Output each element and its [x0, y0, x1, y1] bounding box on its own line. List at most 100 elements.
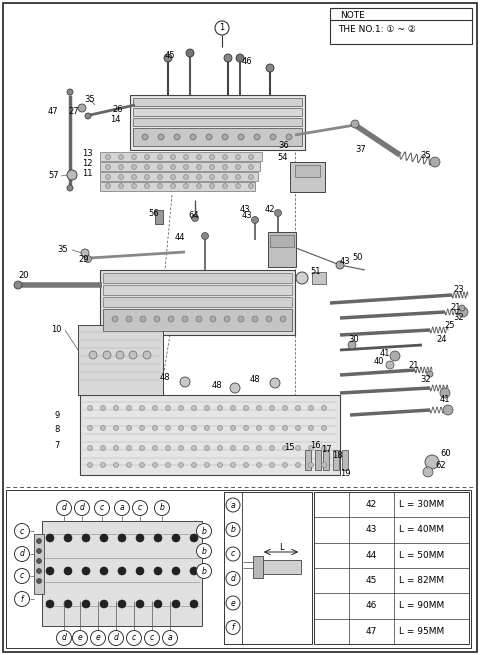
Circle shape	[87, 462, 93, 468]
Circle shape	[266, 64, 274, 72]
Text: c: c	[150, 633, 154, 643]
Circle shape	[153, 405, 157, 411]
Text: 45: 45	[365, 576, 377, 585]
Circle shape	[100, 426, 106, 430]
Circle shape	[238, 134, 244, 140]
Circle shape	[256, 462, 262, 468]
Circle shape	[243, 405, 249, 411]
Circle shape	[179, 445, 183, 451]
Text: 15: 15	[285, 443, 295, 453]
Circle shape	[190, 534, 198, 542]
Text: NOTE: NOTE	[340, 10, 365, 20]
Text: e: e	[78, 633, 83, 643]
Text: b: b	[202, 546, 206, 555]
Circle shape	[443, 405, 453, 415]
Circle shape	[57, 631, 72, 645]
Text: 27: 27	[68, 107, 79, 117]
Circle shape	[269, 462, 275, 468]
Circle shape	[112, 316, 118, 322]
Circle shape	[82, 534, 90, 542]
Circle shape	[196, 183, 202, 189]
Bar	[323, 450, 329, 470]
Circle shape	[106, 174, 110, 179]
Circle shape	[144, 155, 149, 160]
Circle shape	[322, 445, 326, 451]
Bar	[100, 182, 255, 191]
Circle shape	[230, 383, 240, 393]
Circle shape	[180, 377, 190, 387]
Circle shape	[275, 210, 281, 217]
Circle shape	[217, 445, 223, 451]
Circle shape	[64, 567, 72, 575]
Circle shape	[309, 445, 313, 451]
Text: 44: 44	[175, 233, 185, 242]
Bar	[133, 108, 302, 116]
Circle shape	[127, 426, 132, 430]
Circle shape	[119, 164, 123, 170]
Circle shape	[202, 233, 208, 240]
Circle shape	[269, 405, 275, 411]
Bar	[103, 285, 292, 295]
Circle shape	[322, 405, 326, 411]
Circle shape	[252, 316, 258, 322]
Text: 20: 20	[18, 271, 28, 280]
Circle shape	[14, 569, 29, 584]
Circle shape	[204, 445, 209, 451]
Text: 51: 51	[310, 267, 321, 276]
Circle shape	[252, 217, 259, 223]
Text: 48: 48	[211, 381, 222, 390]
Circle shape	[140, 426, 144, 430]
Circle shape	[119, 155, 123, 160]
Circle shape	[172, 567, 180, 575]
Circle shape	[236, 155, 240, 160]
Text: 35: 35	[84, 96, 95, 105]
Text: a: a	[231, 500, 235, 510]
Circle shape	[183, 183, 189, 189]
Text: b: b	[159, 504, 165, 512]
Circle shape	[336, 261, 344, 269]
Circle shape	[84, 255, 92, 263]
Text: 9: 9	[55, 411, 60, 419]
Circle shape	[174, 134, 180, 140]
Text: d: d	[61, 633, 66, 643]
Circle shape	[157, 174, 163, 179]
Circle shape	[132, 183, 136, 189]
Circle shape	[140, 316, 146, 322]
Text: b: b	[202, 527, 206, 536]
Circle shape	[236, 174, 240, 179]
Circle shape	[118, 534, 126, 542]
Circle shape	[196, 544, 212, 559]
Text: 23: 23	[453, 286, 464, 295]
Circle shape	[36, 578, 41, 584]
Bar	[305, 450, 311, 470]
Circle shape	[296, 405, 300, 411]
Circle shape	[192, 214, 199, 221]
Circle shape	[153, 426, 157, 430]
Circle shape	[46, 534, 54, 542]
Bar	[100, 152, 262, 161]
Circle shape	[226, 547, 240, 561]
Bar	[100, 172, 258, 181]
Circle shape	[192, 445, 196, 451]
Circle shape	[243, 445, 249, 451]
Circle shape	[154, 567, 162, 575]
Circle shape	[64, 534, 72, 542]
Circle shape	[85, 113, 91, 119]
Circle shape	[256, 405, 262, 411]
Circle shape	[230, 462, 236, 468]
Circle shape	[14, 546, 29, 561]
Text: c: c	[132, 633, 136, 643]
Circle shape	[224, 316, 230, 322]
Circle shape	[166, 405, 170, 411]
Circle shape	[163, 631, 178, 645]
Circle shape	[89, 351, 97, 359]
Circle shape	[209, 183, 215, 189]
Circle shape	[226, 572, 240, 586]
Text: THE NO.1: ① ~ ②: THE NO.1: ① ~ ②	[338, 24, 416, 33]
Circle shape	[266, 316, 272, 322]
Text: 42: 42	[265, 206, 276, 214]
Circle shape	[72, 631, 87, 645]
Circle shape	[296, 272, 308, 284]
Circle shape	[183, 155, 189, 160]
Circle shape	[236, 164, 240, 170]
